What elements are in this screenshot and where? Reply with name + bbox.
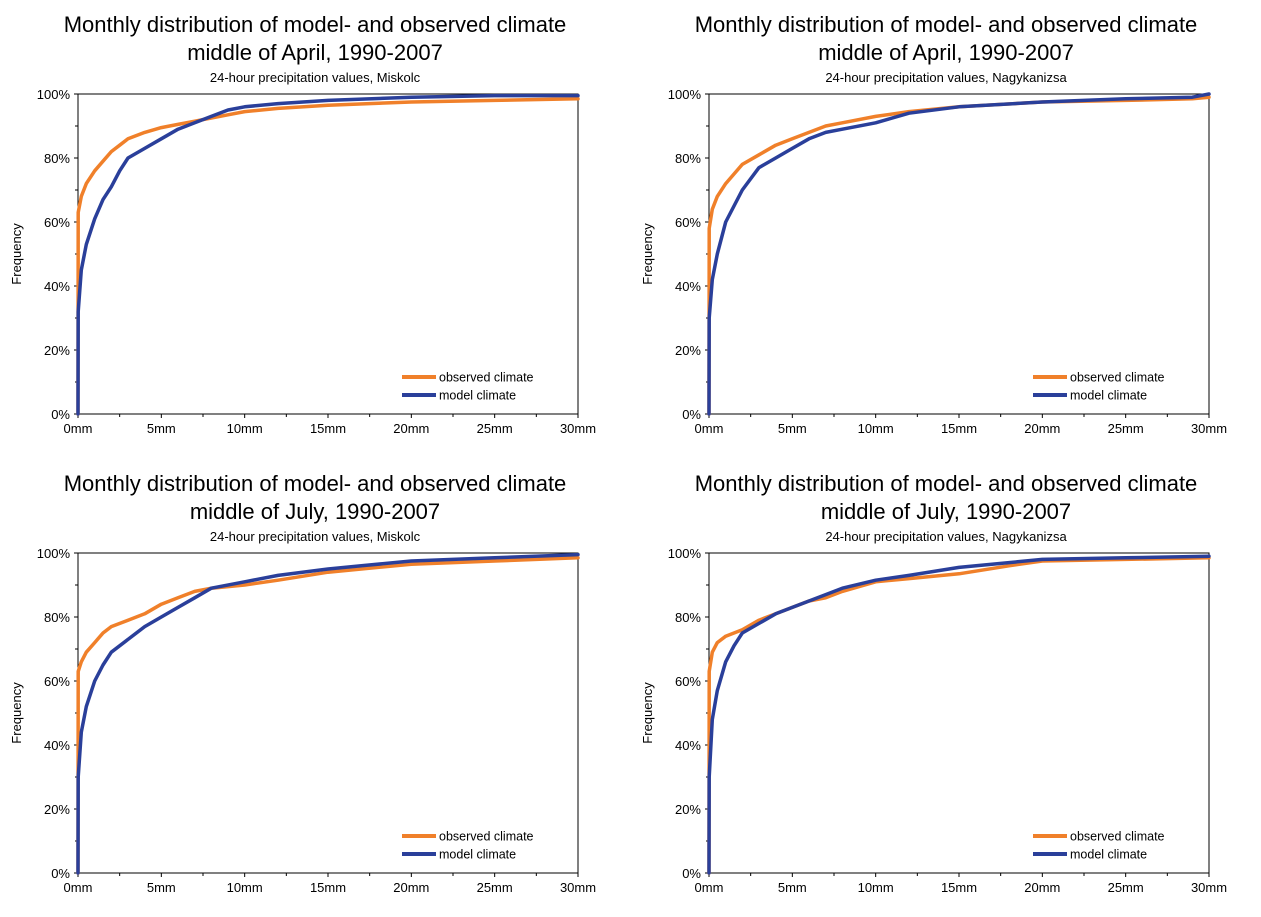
x-tick-label: 30mm	[1191, 880, 1227, 895]
x-tick-label: 15mm	[941, 421, 977, 436]
x-tick-label: 15mm	[941, 880, 977, 895]
legend-label-observed-climate: observed climate	[1070, 830, 1165, 844]
x-tick-label: 25mm	[1108, 421, 1144, 436]
plot-frame	[77, 552, 579, 874]
x-tick-label: 15mm	[310, 421, 346, 436]
y-axis-label: Frequency	[9, 682, 24, 744]
chart-title: Monthly distribution of model- and obser…	[64, 471, 567, 496]
x-tick-label: 20mm	[1024, 421, 1060, 436]
y-axis-label: Frequency	[9, 223, 24, 285]
chart-title-line2: middle of July, 1990-2007	[190, 499, 440, 524]
y-tick-label: 0%	[51, 866, 70, 881]
chart-svg: Monthly distribution of model- and obser…	[9, 12, 596, 436]
x-tick-label: 10mm	[858, 880, 894, 895]
y-tick-label: 20%	[675, 802, 701, 817]
x-tick-label: 20mm	[393, 421, 429, 436]
legend-label-observed-climate: observed climate	[1070, 371, 1165, 385]
y-tick-label: 100%	[37, 87, 71, 102]
x-tick-label: 5mm	[778, 421, 807, 436]
y-tick-label: 80%	[675, 151, 701, 166]
chart-title-line2: middle of April, 1990-2007	[187, 40, 443, 65]
y-tick-label: 20%	[675, 343, 701, 358]
legend-label-model-climate: model climate	[439, 848, 516, 862]
x-tick-label: 25mm	[477, 880, 513, 895]
x-tick-label: 30mm	[1191, 421, 1227, 436]
chart-panel-july-nagykanizsa: Monthly distribution of model- and obser…	[631, 459, 1261, 917]
chart-panel-april-miskolc: Monthly distribution of model- and obser…	[0, 0, 630, 458]
x-tick-label: 0mm	[64, 421, 93, 436]
x-tick-label: 10mm	[858, 421, 894, 436]
series-line-observed-climate	[76, 556, 580, 875]
y-axis-label: Frequency	[640, 682, 655, 744]
y-tick-label: 0%	[682, 407, 701, 422]
legend-label-model-climate: model climate	[439, 389, 516, 403]
x-tick-label: 20mm	[1024, 880, 1060, 895]
x-tick-label: 5mm	[147, 880, 176, 895]
y-tick-label: 60%	[44, 674, 70, 689]
y-tick-label: 20%	[44, 343, 70, 358]
y-tick-label: 80%	[44, 151, 70, 166]
series-line-model-climate	[76, 552, 580, 875]
y-tick-label: 100%	[668, 546, 702, 561]
chart-svg: Monthly distribution of model- and obser…	[640, 471, 1227, 895]
y-tick-label: 0%	[51, 407, 70, 422]
y-tick-label: 40%	[675, 738, 701, 753]
y-tick-label: 60%	[675, 674, 701, 689]
x-tick-label: 25mm	[1108, 880, 1144, 895]
legend-label-model-climate: model climate	[1070, 848, 1147, 862]
series-line-observed-climate	[707, 95, 1211, 416]
legend-label-model-climate: model climate	[1070, 389, 1147, 403]
chart-svg: Monthly distribution of model- and obser…	[640, 12, 1227, 436]
series-line-model-climate	[707, 554, 1211, 875]
y-tick-label: 60%	[675, 215, 701, 230]
x-tick-label: 5mm	[147, 421, 176, 436]
y-tick-label: 60%	[44, 215, 70, 230]
chart-panel-july-miskolc: Monthly distribution of model- and obser…	[0, 459, 630, 917]
chart-title: Monthly distribution of model- and obser…	[695, 471, 1198, 496]
chart-title: Monthly distribution of model- and obser…	[64, 12, 567, 37]
chart-subtitle: 24-hour precipitation values, Miskolc	[210, 529, 421, 544]
x-tick-label: 10mm	[227, 421, 263, 436]
y-axis-label: Frequency	[640, 223, 655, 285]
legend-label-observed-climate: observed climate	[439, 830, 534, 844]
chart-subtitle: 24-hour precipitation values, Nagykanizs…	[825, 70, 1067, 85]
x-tick-label: 5mm	[778, 880, 807, 895]
chart-title: Monthly distribution of model- and obser…	[695, 12, 1198, 37]
x-tick-label: 25mm	[477, 421, 513, 436]
series-line-model-climate	[707, 92, 1211, 416]
series-line-model-climate	[76, 93, 580, 416]
y-tick-label: 80%	[675, 610, 701, 625]
chart-subtitle: 24-hour precipitation values, Miskolc	[210, 70, 421, 85]
plot-frame	[708, 552, 1210, 874]
x-tick-label: 30mm	[560, 421, 596, 436]
chart-title-line2: middle of April, 1990-2007	[818, 40, 1074, 65]
series-line-observed-climate	[707, 556, 1211, 875]
x-tick-label: 0mm	[695, 880, 724, 895]
x-tick-label: 0mm	[64, 880, 93, 895]
y-tick-label: 40%	[44, 279, 70, 294]
y-tick-label: 20%	[44, 802, 70, 817]
y-tick-label: 40%	[44, 738, 70, 753]
chart-panel-april-nagykanizsa: Monthly distribution of model- and obser…	[631, 0, 1261, 458]
y-tick-label: 40%	[675, 279, 701, 294]
chart-svg: Monthly distribution of model- and obser…	[9, 471, 596, 895]
y-tick-label: 100%	[668, 87, 702, 102]
y-tick-label: 80%	[44, 610, 70, 625]
x-tick-label: 0mm	[695, 421, 724, 436]
legend-label-observed-climate: observed climate	[439, 371, 534, 385]
y-tick-label: 100%	[37, 546, 71, 561]
x-tick-label: 20mm	[393, 880, 429, 895]
y-tick-label: 0%	[682, 866, 701, 881]
chart-subtitle: 24-hour precipitation values, Nagykanizs…	[825, 529, 1067, 544]
chart-title-line2: middle of July, 1990-2007	[821, 499, 1071, 524]
series-line-observed-climate	[76, 97, 580, 416]
x-tick-label: 30mm	[560, 880, 596, 895]
x-tick-label: 10mm	[227, 880, 263, 895]
x-tick-label: 15mm	[310, 880, 346, 895]
